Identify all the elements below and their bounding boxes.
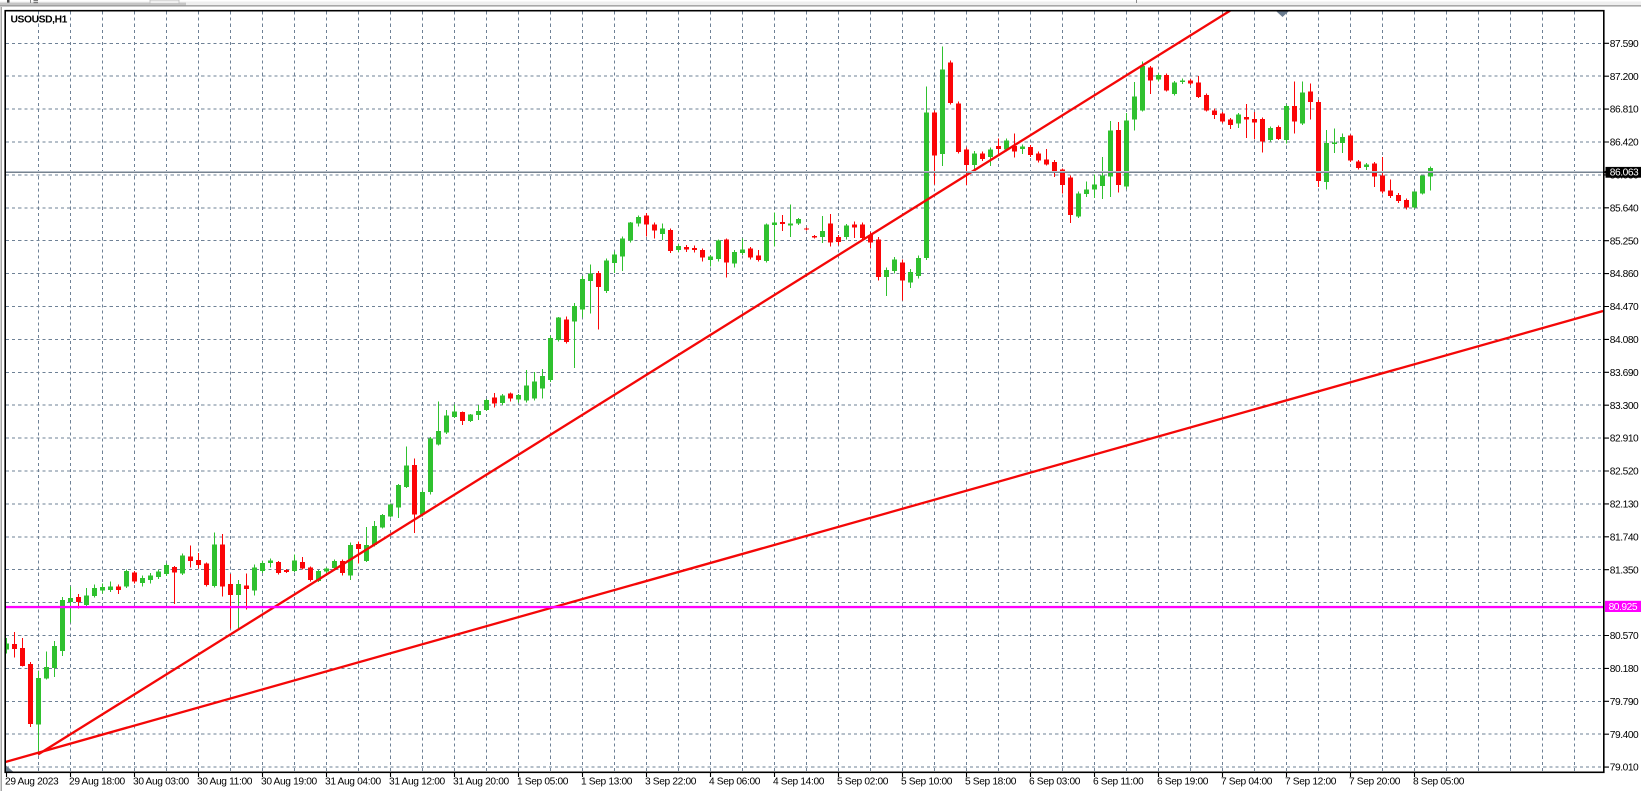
svg-text:29 Aug 18:00: 29 Aug 18:00 [69, 777, 126, 788]
svg-text:4 Sep 14:00: 4 Sep 14:00 [773, 777, 825, 788]
svg-text:1 Sep 05:00: 1 Sep 05:00 [517, 777, 569, 788]
svg-text:6 Sep 19:00: 6 Sep 19:00 [1157, 777, 1209, 788]
svg-text:3 Sep 22:00: 3 Sep 22:00 [645, 777, 697, 788]
svg-text:86.420: 86.420 [1610, 138, 1639, 149]
svg-text:30 Aug 11:00: 30 Aug 11:00 [197, 777, 253, 788]
svg-text:8 Sep 05:00: 8 Sep 05:00 [1413, 777, 1465, 788]
svg-text:87.590: 87.590 [1610, 39, 1639, 50]
svg-text:85.250: 85.250 [1610, 236, 1639, 247]
svg-text:5 Sep 18:00: 5 Sep 18:00 [965, 777, 1017, 788]
svg-text:7 Sep 20:00: 7 Sep 20:00 [1349, 777, 1401, 788]
svg-text:82.520: 82.520 [1610, 467, 1639, 478]
svg-text:4 Sep 06:00: 4 Sep 06:00 [709, 777, 761, 788]
svg-text:80.925: 80.925 [1609, 602, 1638, 613]
svg-text:85.640: 85.640 [1610, 203, 1639, 214]
svg-text:86.810: 86.810 [1610, 105, 1639, 116]
svg-text:5 Sep 02:00: 5 Sep 02:00 [837, 777, 889, 788]
svg-text:79.400: 79.400 [1610, 730, 1639, 741]
svg-text:79.010: 79.010 [1610, 763, 1639, 774]
svg-text:83.300: 83.300 [1610, 401, 1639, 412]
svg-text:84.470: 84.470 [1610, 302, 1639, 313]
svg-text:82.910: 82.910 [1610, 434, 1639, 445]
svg-text:80.180: 80.180 [1610, 664, 1639, 675]
svg-text:USOUSD,H1: USOUSD,H1 [11, 15, 68, 26]
svg-text:87.200: 87.200 [1610, 72, 1639, 83]
svg-text:1 Sep 13:00: 1 Sep 13:00 [581, 777, 633, 788]
svg-text:79.790: 79.790 [1610, 697, 1639, 708]
svg-text:81.350: 81.350 [1610, 565, 1639, 576]
svg-text:83.690: 83.690 [1610, 368, 1639, 379]
svg-text:30 Aug 19:00: 30 Aug 19:00 [261, 777, 318, 788]
svg-text:30 Aug 03:00: 30 Aug 03:00 [133, 777, 190, 788]
svg-text:7 Sep 12:00: 7 Sep 12:00 [1285, 777, 1337, 788]
svg-text:7 Sep 04:00: 7 Sep 04:00 [1221, 777, 1273, 788]
svg-text:81.740: 81.740 [1610, 532, 1639, 543]
svg-text:31 Aug 04:00: 31 Aug 04:00 [325, 777, 382, 788]
svg-text:29 Aug 2023: 29 Aug 2023 [5, 777, 59, 788]
svg-text:6 Sep 03:00: 6 Sep 03:00 [1029, 777, 1081, 788]
svg-text:80.570: 80.570 [1610, 631, 1639, 642]
svg-text:86.063: 86.063 [1610, 168, 1639, 179]
svg-text:84.080: 84.080 [1610, 335, 1639, 346]
svg-text:31 Aug 12:00: 31 Aug 12:00 [389, 777, 446, 788]
svg-text:6 Sep 11:00: 6 Sep 11:00 [1093, 777, 1144, 788]
svg-text:5 Sep 10:00: 5 Sep 10:00 [901, 777, 953, 788]
svg-text:82.130: 82.130 [1610, 500, 1639, 511]
svg-text:84.860: 84.860 [1610, 269, 1639, 280]
svg-text:31 Aug 20:00: 31 Aug 20:00 [453, 777, 510, 788]
